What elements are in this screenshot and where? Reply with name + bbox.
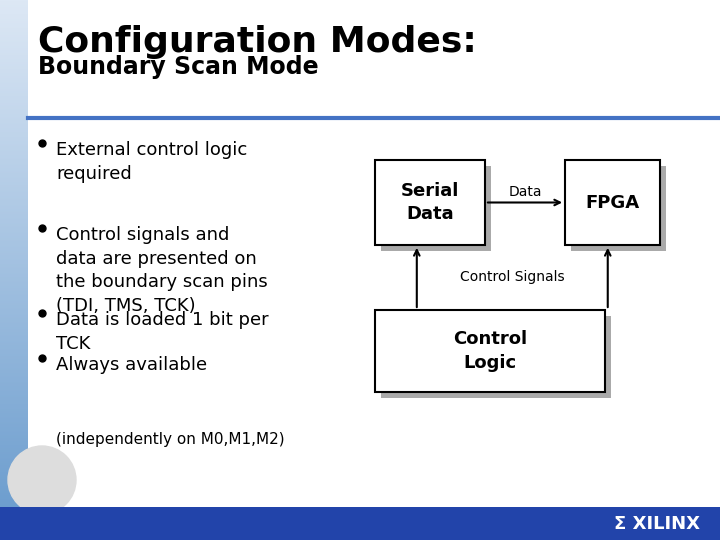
Text: (independently on M0,M1,M2): (independently on M0,M1,M2) <box>56 432 284 447</box>
Text: Data: Data <box>508 185 541 199</box>
Text: Control
Logic: Control Logic <box>453 330 527 372</box>
Bar <box>565 160 660 245</box>
Text: Control Signals: Control Signals <box>460 271 564 285</box>
Text: Control signals and
data are presented on
the boundary scan pins
(TDI, TMS, TCK): Control signals and data are presented o… <box>56 226 268 315</box>
Text: Configuration Modes:: Configuration Modes: <box>38 25 477 59</box>
Bar <box>571 166 666 251</box>
Text: External control logic
required: External control logic required <box>56 141 247 183</box>
Bar <box>375 310 605 392</box>
Bar <box>0 507 720 540</box>
Bar <box>381 166 491 251</box>
Text: Data is loaded 1 bit per
TCK: Data is loaded 1 bit per TCK <box>56 311 269 353</box>
Bar <box>375 160 485 245</box>
Text: FPGA: FPGA <box>585 193 639 212</box>
Text: Always available: Always available <box>56 356 207 374</box>
Bar <box>381 316 611 398</box>
Text: Boundary Scan Mode: Boundary Scan Mode <box>38 55 319 79</box>
Text: Serial
Data: Serial Data <box>401 181 459 224</box>
Circle shape <box>8 446 76 514</box>
Text: Σ XILINX: Σ XILINX <box>614 515 700 533</box>
